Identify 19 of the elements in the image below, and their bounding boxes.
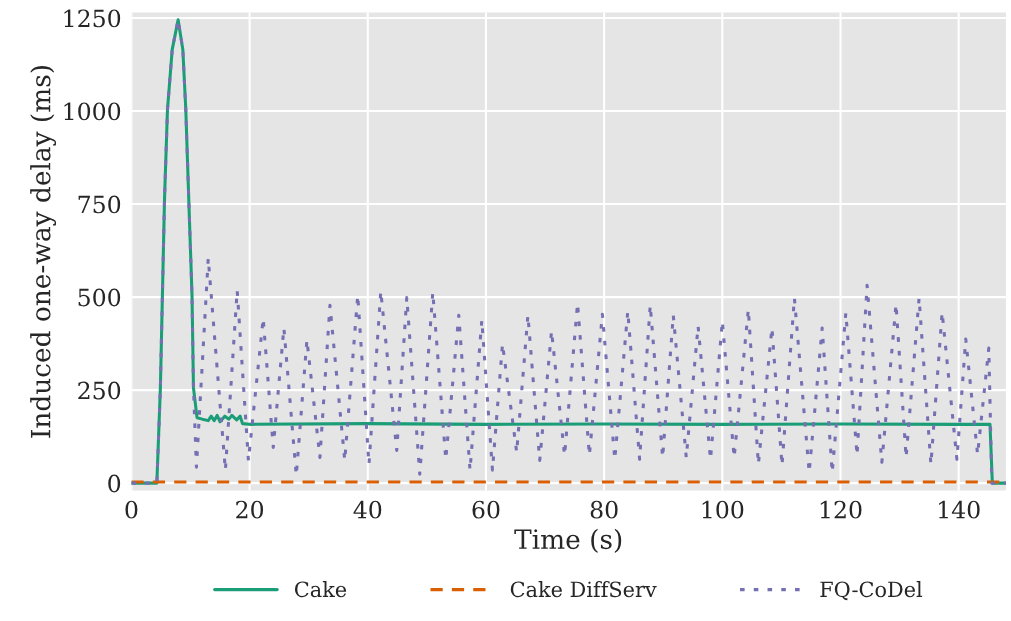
x-tick-label: 0	[125, 500, 138, 519]
y-tick-label: 500	[78, 288, 121, 307]
y-tick-label: 250	[78, 381, 121, 400]
y-tick-label: 0	[108, 474, 121, 493]
legend-label: FQ-CoDel	[820, 581, 923, 601]
y-tick-label: 750	[78, 195, 121, 214]
x-tick-label: 120	[820, 500, 862, 519]
x-tick-label: 100	[702, 500, 744, 519]
x-tick-label: 140	[939, 500, 980, 519]
y-axis-title: Induced one-way delay (ms)	[30, 66, 57, 438]
legend-label: Cake DiffServ	[510, 581, 657, 598]
x-tick-label: 20	[236, 500, 264, 519]
legend-label: Cake	[295, 581, 347, 598]
x-tick-label: 40	[353, 500, 382, 519]
y-tick-label: 1250	[64, 9, 121, 28]
x-tick-label: 60	[472, 500, 500, 519]
y-tick-label: 1000	[64, 102, 121, 121]
x-axis-title: Time (s)	[514, 528, 622, 553]
x-tick-label: 80	[590, 500, 618, 519]
